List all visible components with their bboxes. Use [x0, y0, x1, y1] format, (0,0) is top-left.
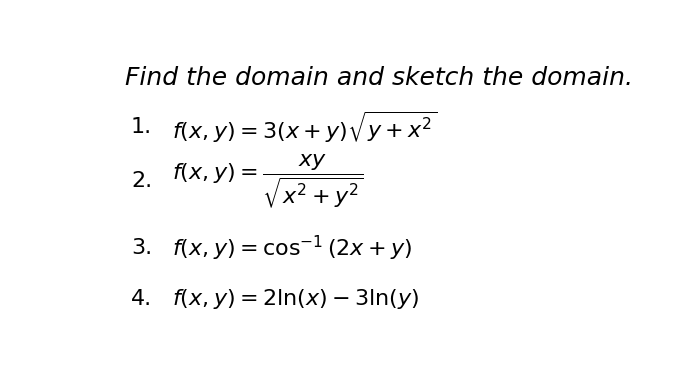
Text: $f(x,y) = \dfrac{xy}{\sqrt{x^2+y^2}}$: $f(x,y) = \dfrac{xy}{\sqrt{x^2+y^2}}$	[172, 152, 363, 210]
Text: $f(x,y) = 3(x + y)\sqrt{y + x^2}$: $f(x,y) = 3(x + y)\sqrt{y + x^2}$	[172, 110, 437, 145]
Text: $f(x,y) = \cos^{-1}(2x + y)$: $f(x,y) = \cos^{-1}(2x + y)$	[172, 234, 412, 263]
Text: 1.: 1.	[131, 117, 152, 137]
Text: 2.: 2.	[131, 171, 152, 191]
Text: $f(x,y) = 2\ln(x) - 3\ln(y)$: $f(x,y) = 2\ln(x) - 3\ln(y)$	[172, 287, 419, 312]
Text: Find the domain and sketch the domain.: Find the domain and sketch the domain.	[125, 66, 634, 90]
Text: 3.: 3.	[131, 238, 152, 258]
Text: 4.: 4.	[131, 290, 152, 309]
